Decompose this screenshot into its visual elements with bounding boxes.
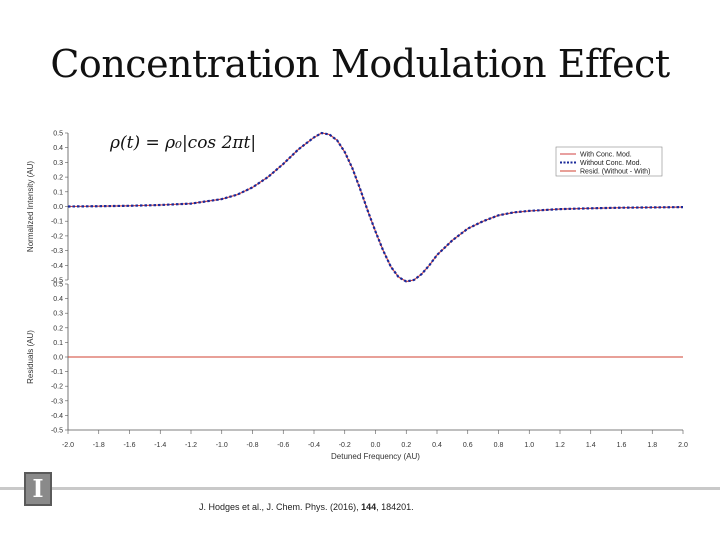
x-tick-label: 1.2 xyxy=(555,442,565,449)
footer-bar xyxy=(0,487,720,490)
top-y-tick-label: 0.0 xyxy=(53,204,63,211)
university-logo-icon: I xyxy=(24,472,52,506)
x-tick-label: -2.0 xyxy=(62,442,74,449)
x-tick-label: -1.8 xyxy=(93,442,105,449)
x-tick-label: -0.6 xyxy=(277,442,289,449)
bottom-y-tick-label: -0.2 xyxy=(51,384,63,391)
legend-label-0: With Conc. Mod. xyxy=(580,152,632,159)
citation-suffix: , 184201. xyxy=(376,502,414,512)
top-series-line-1 xyxy=(67,131,684,283)
bottom-y-tick-label: -0.3 xyxy=(51,398,63,405)
top-y-tick-label: 0.5 xyxy=(53,131,63,138)
legend-label-2: Resid. (Without - With) xyxy=(580,169,650,176)
citation-prefix: J. Hodges et al., J. Chem. Phys. (2016), xyxy=(199,502,362,512)
citation: J. Hodges et al., J. Chem. Phys. (2016),… xyxy=(199,502,414,512)
x-tick-label: 0.8 xyxy=(494,442,504,449)
x-tick-label: -1.4 xyxy=(154,442,166,449)
top-y-tick-label: -0.4 xyxy=(51,263,63,270)
x-tick-label: 1.4 xyxy=(586,442,596,449)
x-tick-label: 0.2 xyxy=(401,442,411,449)
bottom-y-tick-label: 0.2 xyxy=(53,325,63,332)
bottom-y-tick-label: -0.4 xyxy=(51,413,63,420)
top-y-tick-label: 0.4 xyxy=(53,145,63,152)
top-y-tick-label: -0.3 xyxy=(51,248,63,255)
slide-title: Concentration Modulation Effect xyxy=(50,42,670,86)
citation-volume: 144 xyxy=(361,502,377,512)
top-y-tick-label: -0.5 xyxy=(51,278,63,285)
bottom-y-axis-label: Residuals (AU) xyxy=(26,330,35,384)
bottom-panel: 0.5 0.4 0.3 0.2 0.1 0.0 -0.1 -0.2 -0.3 -0.4 -0.5 Re… xyxy=(26,282,688,462)
x-axis-label: Detuned Frequency (AU) xyxy=(331,452,420,461)
x-tick-label: 0.0 xyxy=(371,442,381,449)
x-tick-label: 2.0 xyxy=(678,442,688,449)
x-tick-label: 1.6 xyxy=(617,442,627,449)
top-y-tick-label: 0.1 xyxy=(53,189,63,196)
top-y-axis-label: Normalized Intensity (AU) xyxy=(26,161,35,252)
top-y-tick-label: -0.2 xyxy=(51,233,63,240)
x-tick-label: -0.8 xyxy=(246,442,258,449)
x-tick-label: -1.6 xyxy=(123,442,135,449)
x-tick-label: -0.4 xyxy=(308,442,320,449)
bottom-y-tick-label: 0.3 xyxy=(53,311,63,318)
chart: 0.5 0.4 0.3 0.2 0.1 0.0 -0.1 -0.2 -0.3 -0.4 -0.5 No… xyxy=(26,131,688,462)
x-tick-label: 1.8 xyxy=(647,442,657,449)
bottom-y-tick-label: 0.5 xyxy=(53,282,63,289)
x-tick-label: 0.4 xyxy=(432,442,442,449)
x-tick-label: -0.2 xyxy=(339,442,351,449)
x-tick-label: -1.0 xyxy=(216,442,228,449)
top-y-tick-label: -0.1 xyxy=(51,219,63,226)
x-tick-label: -1.2 xyxy=(185,442,197,449)
top-y-tick-label: 0.2 xyxy=(53,175,63,182)
top-panel: 0.5 0.4 0.3 0.2 0.1 0.0 -0.1 -0.2 -0.3 -0.4 -0.5 No… xyxy=(26,131,684,285)
legend: With Conc. Mod.Without Conc. Mod. Resid. … xyxy=(555,146,663,177)
formula: ρ(t) = ρ₀|cos 2πt| xyxy=(109,133,256,153)
bottom-y-tick-label: -0.1 xyxy=(51,369,63,376)
bottom-y-tick-label: -0.5 xyxy=(51,428,63,435)
bottom-y-tick-label: 0.4 xyxy=(53,296,63,303)
bottom-y-tick-label: 0.0 xyxy=(53,355,63,362)
bottom-y-tick-label: 0.1 xyxy=(53,340,63,347)
top-y-tick-label: 0.3 xyxy=(53,160,63,167)
logo-letter: I xyxy=(32,474,44,503)
legend-label-1: Without Conc. Mod. xyxy=(580,160,642,167)
x-tick-label: 1.0 xyxy=(524,442,534,449)
x-tick-label: 0.6 xyxy=(463,442,473,449)
